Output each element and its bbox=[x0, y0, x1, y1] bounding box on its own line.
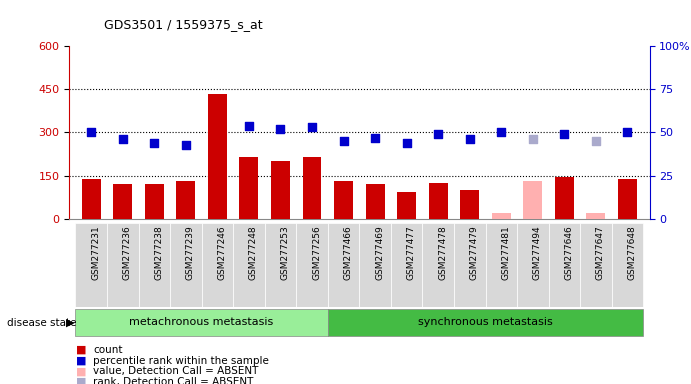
Text: disease state: disease state bbox=[7, 318, 77, 328]
Bar bbox=[208, 94, 227, 219]
Bar bbox=[460, 190, 479, 219]
Text: GSM277231: GSM277231 bbox=[91, 225, 100, 280]
Point bbox=[401, 140, 412, 146]
Bar bbox=[334, 182, 353, 219]
Text: GSM277466: GSM277466 bbox=[343, 225, 352, 280]
FancyBboxPatch shape bbox=[549, 223, 580, 307]
FancyBboxPatch shape bbox=[107, 223, 138, 307]
Text: GSM277646: GSM277646 bbox=[565, 225, 574, 280]
Point bbox=[495, 129, 507, 136]
Point bbox=[464, 136, 475, 142]
FancyBboxPatch shape bbox=[580, 223, 612, 307]
Point bbox=[86, 129, 97, 136]
Text: GSM277238: GSM277238 bbox=[154, 225, 163, 280]
Point bbox=[622, 129, 633, 136]
Point bbox=[559, 131, 570, 137]
FancyBboxPatch shape bbox=[391, 223, 422, 307]
FancyBboxPatch shape bbox=[75, 223, 107, 307]
Bar bbox=[555, 177, 574, 219]
Text: ■: ■ bbox=[76, 356, 86, 366]
FancyBboxPatch shape bbox=[170, 223, 202, 307]
Bar bbox=[176, 182, 196, 219]
Point bbox=[180, 142, 191, 148]
Point bbox=[117, 136, 129, 142]
Text: GSM277256: GSM277256 bbox=[312, 225, 321, 280]
FancyBboxPatch shape bbox=[612, 223, 643, 307]
Bar bbox=[366, 184, 385, 219]
Bar bbox=[587, 213, 605, 219]
FancyBboxPatch shape bbox=[422, 223, 454, 307]
Text: GSM277478: GSM277478 bbox=[438, 225, 447, 280]
Bar bbox=[113, 184, 132, 219]
FancyBboxPatch shape bbox=[486, 223, 517, 307]
Bar bbox=[618, 179, 637, 219]
Text: GSM277479: GSM277479 bbox=[470, 225, 479, 280]
FancyBboxPatch shape bbox=[454, 223, 486, 307]
Text: GSM277248: GSM277248 bbox=[249, 225, 258, 280]
Text: GSM277477: GSM277477 bbox=[406, 225, 416, 280]
Point bbox=[433, 131, 444, 137]
Text: synchronous metastasis: synchronous metastasis bbox=[418, 317, 553, 327]
Text: ■: ■ bbox=[76, 345, 86, 355]
FancyBboxPatch shape bbox=[138, 223, 170, 307]
Text: ■: ■ bbox=[76, 377, 86, 384]
Point bbox=[338, 138, 349, 144]
Point bbox=[275, 126, 286, 132]
Bar bbox=[397, 192, 416, 219]
Text: GSM277246: GSM277246 bbox=[218, 225, 227, 280]
Text: rank, Detection Call = ABSENT: rank, Detection Call = ABSENT bbox=[93, 377, 254, 384]
FancyBboxPatch shape bbox=[233, 223, 265, 307]
Point bbox=[590, 138, 601, 144]
Bar bbox=[492, 213, 511, 219]
FancyBboxPatch shape bbox=[75, 309, 328, 336]
Text: GSM277239: GSM277239 bbox=[186, 225, 195, 280]
Bar bbox=[82, 179, 101, 219]
Point bbox=[370, 135, 381, 141]
FancyBboxPatch shape bbox=[328, 309, 643, 336]
Text: ■: ■ bbox=[76, 366, 86, 376]
Text: GSM277236: GSM277236 bbox=[123, 225, 132, 280]
Text: percentile rank within the sample: percentile rank within the sample bbox=[93, 356, 269, 366]
FancyBboxPatch shape bbox=[517, 223, 549, 307]
Bar bbox=[271, 161, 290, 219]
Text: metachronous metastasis: metachronous metastasis bbox=[129, 317, 274, 327]
Point bbox=[527, 136, 538, 142]
Bar bbox=[428, 183, 448, 219]
Text: count: count bbox=[93, 345, 123, 355]
Text: ▶: ▶ bbox=[66, 318, 74, 328]
Point bbox=[243, 122, 254, 129]
FancyBboxPatch shape bbox=[202, 223, 233, 307]
Text: GSM277253: GSM277253 bbox=[281, 225, 290, 280]
Bar bbox=[523, 182, 542, 219]
FancyBboxPatch shape bbox=[265, 223, 296, 307]
Point bbox=[149, 140, 160, 146]
FancyBboxPatch shape bbox=[328, 223, 359, 307]
Bar bbox=[303, 157, 321, 219]
Text: GDS3501 / 1559375_s_at: GDS3501 / 1559375_s_at bbox=[104, 18, 263, 31]
FancyBboxPatch shape bbox=[359, 223, 391, 307]
Point bbox=[307, 124, 318, 131]
Text: GSM277647: GSM277647 bbox=[596, 225, 605, 280]
FancyBboxPatch shape bbox=[296, 223, 328, 307]
Bar bbox=[240, 157, 258, 219]
Text: GSM277648: GSM277648 bbox=[627, 225, 636, 280]
Text: GSM277481: GSM277481 bbox=[501, 225, 510, 280]
Text: GSM277494: GSM277494 bbox=[533, 225, 542, 280]
Bar bbox=[145, 184, 164, 219]
Text: GSM277469: GSM277469 bbox=[375, 225, 384, 280]
Text: value, Detection Call = ABSENT: value, Detection Call = ABSENT bbox=[93, 366, 258, 376]
